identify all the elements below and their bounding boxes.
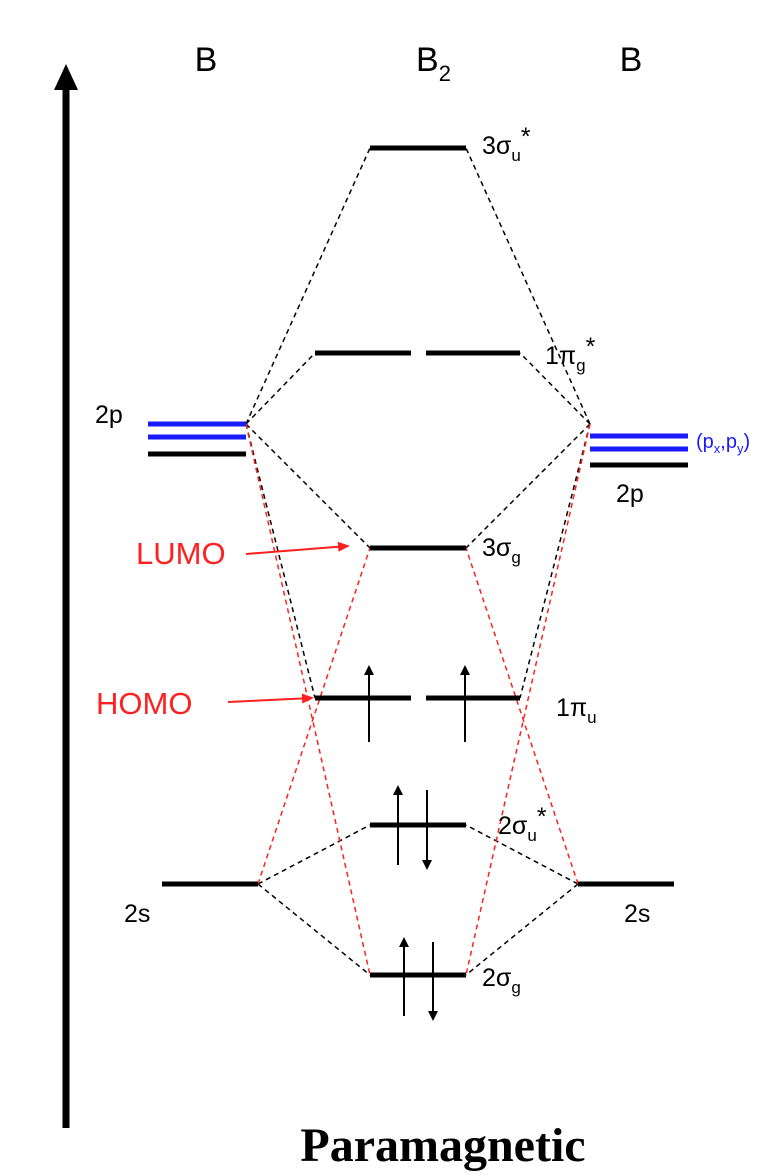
left-2s-label: 2s: [124, 900, 150, 928]
label-1pi-g-star: 1πg*: [545, 333, 596, 375]
label-2sigma-u-star: 2σu*: [498, 803, 547, 845]
energy-axis: [54, 64, 78, 1128]
right-atom-label: B: [620, 41, 643, 79]
right-2p-label: 2p: [616, 480, 644, 508]
lumo-arrow: [245, 541, 350, 555]
molecule-label: B2: [416, 41, 451, 86]
left-2p-levels: [148, 421, 246, 457]
label-3sigma-u-star: 3σu*: [482, 123, 531, 165]
black-correlation-lines: [245, 147, 591, 976]
magnetism-caption: Paramagnetic: [300, 1119, 585, 1172]
left-2p-label: 2p: [95, 401, 123, 429]
right-2p-levels: [590, 433, 688, 468]
homo-arrow: [227, 693, 314, 704]
lumo-label: LUMO: [136, 536, 226, 571]
homo-label: HOMO: [96, 686, 192, 721]
label-2sigma-g: 2σg: [482, 964, 521, 997]
label-1pi-u: 1πu: [556, 694, 597, 727]
right-2s-label: 2s: [624, 900, 650, 928]
left-atom-label: B: [195, 41, 218, 79]
electron-arrows: [364, 665, 470, 1021]
right-2p-components-label: (px,py): [696, 431, 750, 456]
label-3sigma-g: 3σg: [482, 534, 521, 567]
